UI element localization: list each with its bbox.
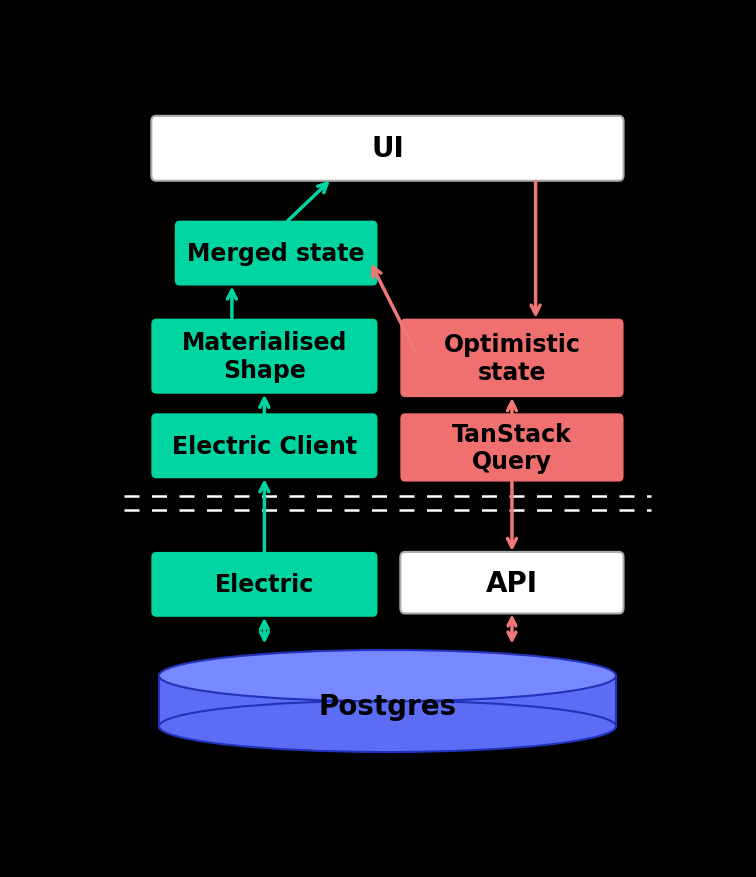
Ellipse shape	[159, 701, 616, 752]
FancyArrowPatch shape	[507, 403, 516, 413]
FancyArrowPatch shape	[260, 399, 269, 413]
Text: API: API	[486, 569, 538, 597]
FancyArrowPatch shape	[531, 182, 540, 315]
FancyArrowPatch shape	[260, 483, 269, 552]
FancyBboxPatch shape	[151, 319, 377, 395]
FancyBboxPatch shape	[401, 319, 624, 397]
FancyArrowPatch shape	[508, 618, 516, 640]
FancyArrowPatch shape	[261, 622, 268, 640]
FancyArrowPatch shape	[507, 483, 516, 547]
Text: Electric Client: Electric Client	[172, 434, 357, 459]
FancyBboxPatch shape	[151, 553, 377, 617]
Text: Electric: Electric	[215, 573, 314, 596]
Text: Optimistic
state: Optimistic state	[444, 332, 581, 384]
FancyBboxPatch shape	[401, 414, 624, 482]
FancyBboxPatch shape	[151, 414, 377, 479]
FancyBboxPatch shape	[401, 553, 624, 614]
Text: Merged state: Merged state	[187, 242, 365, 266]
FancyBboxPatch shape	[151, 117, 624, 182]
Text: Postgres: Postgres	[318, 693, 457, 721]
Ellipse shape	[159, 650, 616, 702]
Bar	[159, 676, 616, 726]
FancyBboxPatch shape	[175, 221, 377, 286]
Text: Materialised
Shape: Materialised Shape	[181, 331, 347, 382]
FancyArrowPatch shape	[288, 184, 327, 222]
FancyArrowPatch shape	[228, 291, 237, 318]
FancyArrowPatch shape	[373, 267, 416, 353]
Text: TanStack
Query: TanStack Query	[452, 422, 572, 474]
Text: UI: UI	[371, 135, 404, 163]
